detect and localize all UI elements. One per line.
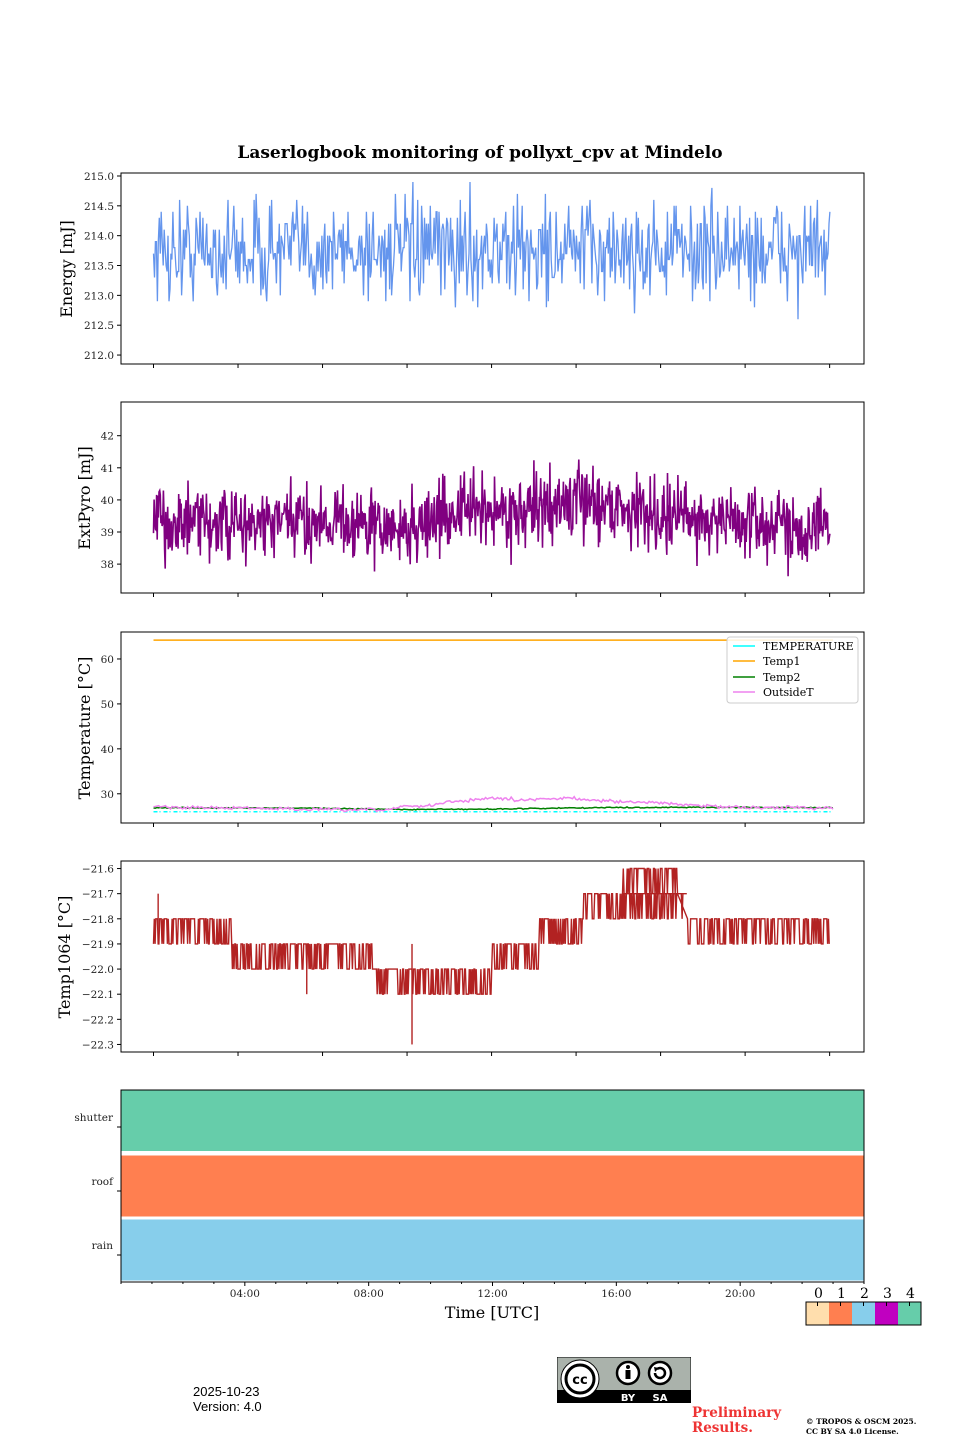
- status-row-rain: [121, 1219, 864, 1281]
- ytick-label: 40: [101, 495, 114, 507]
- colorbar-swatch-1: [829, 1302, 852, 1325]
- ytick-label: 60: [101, 654, 114, 666]
- energy-panel: Energy [mJ] 212.0 212.5 213.0 213.5 214.0 214…: [57, 171, 865, 368]
- footer-date: 2025-10-23: [193, 1384, 260, 1399]
- colorbar-swatch-0: [806, 1302, 829, 1325]
- legend-label-outsidet: OutsideT: [763, 686, 814, 699]
- ytick-label: 40: [101, 744, 114, 756]
- axes-frame: [120, 860, 865, 1053]
- ytick-label: −21.7: [82, 889, 114, 901]
- ytick-label: 30: [101, 789, 114, 801]
- legend-label-temp2: Temp2: [763, 671, 800, 684]
- extpyro-series-line: [152, 459, 831, 577]
- colorbar-label: 2: [860, 1286, 869, 1302]
- copyright-line-1: © TROPOS & OSCM 2025.: [806, 1417, 917, 1426]
- colorbar-swatch-3: [875, 1302, 898, 1325]
- extpyro-ylabel: ExtPyro [mJ]: [75, 446, 94, 549]
- xtick-label: 20:00: [725, 1288, 755, 1300]
- footer-date-version: 2025-10-23 Version: 4.0: [193, 1384, 262, 1414]
- axes-frame: [120, 172, 865, 365]
- preliminary-line-2: Results.: [692, 1420, 753, 1436]
- axes-frame: [120, 1089, 865, 1283]
- axes-frame: [120, 401, 865, 594]
- ytick-label: 39: [101, 527, 114, 539]
- xtick-label: 08:00: [354, 1288, 384, 1300]
- ytick-label: 212.5: [84, 320, 114, 332]
- colorbar-swatch-4: [898, 1302, 921, 1325]
- temp1064-series-line: [152, 867, 830, 995]
- ytick-label: 215.0: [84, 171, 114, 183]
- cc-by-sa-icon: cc BY SA: [557, 1357, 691, 1403]
- ytick-label: −21.8: [82, 914, 114, 926]
- status-xlabel: Time [UTC]: [445, 1303, 539, 1322]
- colorbar-swatch-2: [852, 1302, 875, 1325]
- legend-box: [726, 636, 859, 704]
- ytick-label: 213.5: [84, 261, 114, 273]
- copyright-line-2: CC BY SA 4.0 License.: [806, 1427, 899, 1436]
- temperature-series-outsidet: [153, 795, 834, 813]
- status-panel: Time [UTC] shutter roof rain 04:00 08:00 12:0…: [74, 1089, 865, 1322]
- figure-title: Laserlogbook monitoring of pollyxt_cpv a…: [237, 143, 722, 163]
- status-row-label: roof: [91, 1176, 114, 1188]
- energy-series-line: [152, 181, 831, 320]
- ytick-label: 214.0: [84, 231, 114, 243]
- copyright-note: © TROPOS & OSCM 2025. CC BY SA 4.0 Licen…: [806, 1417, 916, 1437]
- extpyro-panel: ExtPyro [mJ] 38 39 40 41 42: [75, 401, 865, 597]
- ytick-label: 212.0: [84, 350, 114, 362]
- ytick-label: −21.6: [82, 864, 114, 876]
- ytick-label: −22.1: [82, 989, 114, 1001]
- ytick-label: 50: [101, 699, 114, 711]
- xtick-label: 04:00: [230, 1288, 260, 1300]
- cc-by-label: BY: [621, 1393, 636, 1403]
- ytick-label: −22.2: [82, 1014, 114, 1026]
- ytick-label: 41: [101, 463, 114, 475]
- ytick-label: 214.5: [84, 201, 114, 213]
- colorbar-label: 3: [883, 1286, 892, 1302]
- status-row-label: shutter: [74, 1112, 114, 1124]
- status-row-shutter: [121, 1090, 864, 1151]
- ytick-label: 38: [101, 559, 114, 571]
- ytick-label: 213.0: [84, 290, 114, 302]
- ytick-label: −22.0: [82, 964, 114, 976]
- status-row-roof: [121, 1155, 864, 1217]
- colorbar-frame: [805, 1301, 922, 1326]
- temperature-legend: TEMPERATURE Temp1 Temp2 OutsideT: [726, 636, 859, 704]
- cc-sa-label: SA: [653, 1393, 668, 1403]
- colorbar-label: 4: [906, 1286, 915, 1302]
- svg-text:cc: cc: [572, 1373, 587, 1388]
- xtick-label: 12:00: [477, 1288, 507, 1300]
- axes-frame: [120, 631, 865, 824]
- colorbar-label: 0: [814, 1286, 823, 1302]
- temp1064-ylabel: Temp1064 [°C]: [55, 896, 74, 1019]
- colorbar-label: 1: [837, 1286, 846, 1302]
- status-row-label: rain: [92, 1240, 114, 1252]
- ytick-label: −21.9: [82, 939, 114, 951]
- preliminary-results-note: Preliminary Results.: [692, 1406, 781, 1436]
- xtick-label: 16:00: [601, 1288, 631, 1300]
- preliminary-line-1: Preliminary: [692, 1405, 782, 1421]
- energy-ylabel: Energy [mJ]: [57, 220, 76, 318]
- temp1064-panel: Temp1064 [°C] −22.3 −22.2 −22.1 −22.0 −21.9 −…: [55, 860, 865, 1056]
- ytick-label: 42: [101, 431, 114, 443]
- legend-label-temperature: TEMPERATURE: [763, 640, 854, 653]
- ytick-label: −22.3: [82, 1039, 114, 1051]
- temperature-panel: Temperature [°C] 30 40 50 60: [75, 631, 865, 827]
- legend-label-temp1: Temp1: [763, 655, 800, 668]
- temperature-ylabel: Temperature [°C]: [75, 657, 94, 800]
- footer-version: Version: 4.0: [193, 1399, 262, 1414]
